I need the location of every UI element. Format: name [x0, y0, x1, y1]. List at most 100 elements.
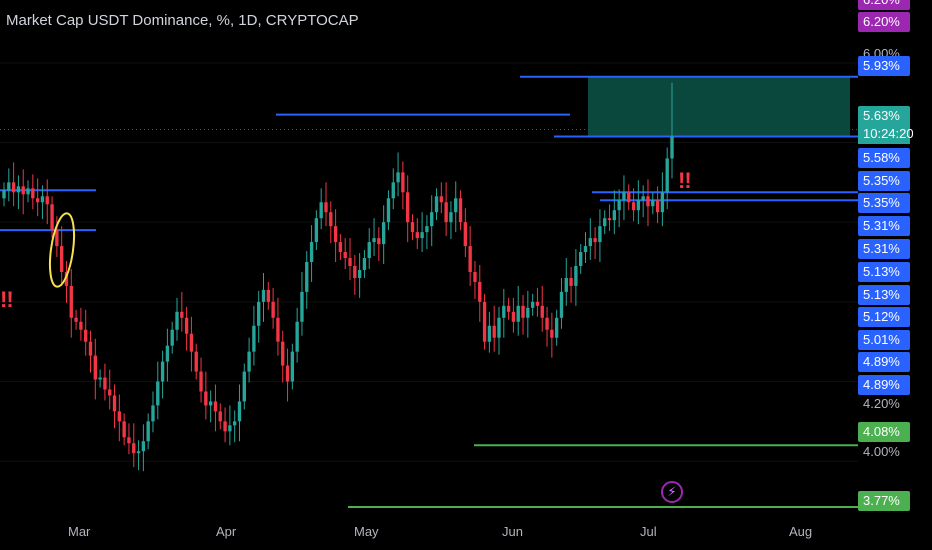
- candle-body: [545, 317, 549, 330]
- candle-body: [646, 196, 650, 207]
- price-label: 5.01%: [858, 330, 910, 350]
- candle-body: [401, 172, 405, 193]
- candle-body: [276, 317, 280, 342]
- candle-body: [160, 361, 165, 382]
- candle-body: [180, 311, 184, 318]
- price-label: 4.08%: [858, 422, 910, 442]
- candle-body: [223, 421, 227, 432]
- candle-body: [261, 289, 266, 302]
- candle-body: [554, 317, 559, 338]
- candle-body: [521, 305, 525, 318]
- candle-body: [569, 277, 573, 286]
- candle-body: [69, 285, 73, 318]
- candle-body: [598, 226, 602, 243]
- price-label: 5.31%: [858, 239, 910, 259]
- candle-body: [511, 311, 516, 322]
- candle-body: [300, 291, 304, 322]
- candle-body: [242, 371, 246, 402]
- candle-body: [660, 192, 665, 213]
- candle-body: [98, 377, 102, 380]
- time-label: Jul: [640, 524, 657, 539]
- candle-body: [31, 188, 35, 199]
- candle-body: [204, 391, 208, 406]
- candle-body: [391, 182, 395, 199]
- candle-body: [228, 425, 232, 432]
- candle-body: [309, 242, 314, 263]
- candle-body: [127, 437, 131, 444]
- candle-body: [7, 182, 11, 191]
- price-scale[interactable]: 6.20%6.20%6.00%5.93%5.63%5.58%5.35%5.35%…: [858, 0, 932, 518]
- candle-body: [84, 329, 88, 342]
- candle-body: [11, 182, 16, 193]
- price-label: 4.20%: [863, 396, 900, 411]
- candle-body: [622, 192, 626, 201]
- candle-body: [487, 325, 492, 342]
- candle-body: [136, 451, 141, 454]
- candle-body: [444, 202, 448, 223]
- price-label: 4.89%: [858, 352, 910, 372]
- candle-body: [410, 222, 415, 233]
- candle-body: [386, 198, 391, 223]
- price-label: 5.12%: [858, 307, 910, 327]
- chart-annotations: [48, 212, 76, 288]
- candle-body: [151, 405, 155, 422]
- time-label: Aug: [789, 524, 813, 539]
- candle-body: [564, 277, 568, 292]
- highlight-ellipse: [48, 212, 76, 288]
- candle-body: [377, 238, 381, 245]
- candle-body: [530, 301, 535, 308]
- candle-body: [612, 210, 617, 221]
- time-label: Mar: [68, 524, 91, 539]
- time-label: May: [354, 524, 379, 539]
- time-label: Jun: [502, 524, 523, 539]
- price-label: 4.89%: [858, 375, 910, 395]
- candle-body: [631, 202, 636, 211]
- candle-body: [194, 351, 198, 372]
- candle-body: [232, 421, 237, 426]
- candle-body: [506, 305, 511, 312]
- candle-body: [362, 258, 367, 270]
- candle-body: [353, 265, 357, 278]
- candle-body: [420, 232, 424, 239]
- candle-body: [165, 345, 170, 362]
- candle-body: [156, 381, 160, 406]
- price-label: 5.58%: [858, 148, 910, 168]
- candle-body: [132, 443, 136, 454]
- candle-body: [338, 242, 343, 253]
- candle-body: [45, 196, 49, 205]
- candle-body: [319, 202, 323, 219]
- candle-body: [430, 212, 434, 227]
- price-label: 6.20%: [858, 12, 910, 32]
- candle-body: [434, 196, 439, 213]
- candle-body: [454, 198, 458, 213]
- candle-body: [26, 188, 30, 195]
- candle-body: [21, 186, 25, 195]
- candle-body: [199, 371, 203, 392]
- price-label: 5.35%: [858, 171, 910, 191]
- price-label: 4.00%: [863, 444, 900, 459]
- candle-body: [103, 377, 107, 390]
- price-label: 5.31%: [858, 216, 910, 236]
- candle-body: [482, 301, 487, 342]
- candle-body: [381, 222, 386, 245]
- candle-body: [636, 200, 641, 211]
- candle-body: [415, 232, 419, 239]
- candle-body: [329, 212, 333, 227]
- alert-marks: !!: [678, 168, 692, 193]
- price-label: 5.93%: [858, 56, 910, 76]
- price-label: 5.13%: [858, 262, 910, 282]
- chart-title: Market Cap USDT Dominance, %, 1D, CRYPTO…: [6, 12, 359, 29]
- candle-body: [516, 305, 520, 322]
- candle-body: [492, 325, 496, 338]
- candle-body: [175, 311, 179, 330]
- candle-body: [348, 258, 352, 266]
- lightning-icon[interactable]: ⚡: [661, 481, 683, 503]
- price-label: 6.20%: [858, 0, 910, 10]
- candle-body: [439, 196, 444, 203]
- candle-body: [55, 230, 59, 247]
- time-label: Apr: [216, 524, 237, 539]
- candle-body: [218, 411, 222, 422]
- candle-body: [257, 301, 261, 326]
- candle-body: [141, 441, 146, 452]
